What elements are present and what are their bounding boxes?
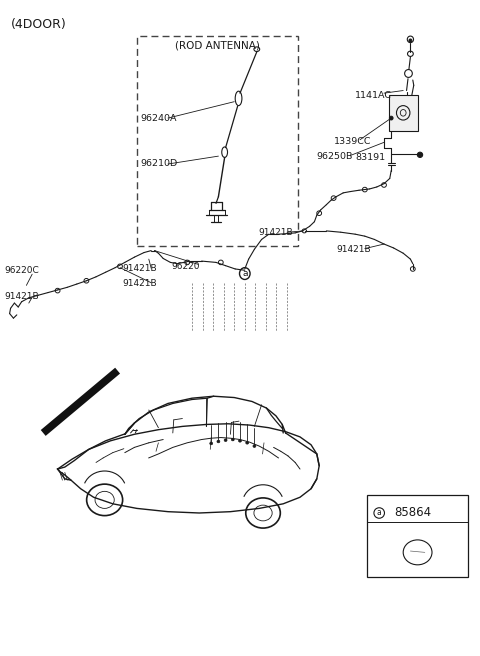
Text: 91421B: 91421B [258,228,293,237]
Bar [389,95,418,131]
Ellipse shape [231,438,234,441]
Text: 1339CC: 1339CC [334,136,371,146]
Ellipse shape [409,39,412,42]
Ellipse shape [246,441,249,444]
Text: 96220: 96220 [172,262,200,272]
Text: 83191: 83191 [355,153,385,162]
Text: 85864: 85864 [395,506,432,520]
Text: a: a [377,508,382,518]
Ellipse shape [217,440,220,443]
Ellipse shape [389,116,393,120]
Text: 96210D: 96210D [140,159,178,169]
Bar [367,495,468,577]
Text: 1141AC: 1141AC [355,91,392,100]
Ellipse shape [210,442,213,445]
Text: (4DOOR): (4DOOR) [11,18,66,31]
Ellipse shape [239,440,241,442]
Text: 91421B: 91421B [5,292,39,301]
Text: a: a [242,269,248,278]
Text: 91421B: 91421B [122,279,157,288]
Text: (ROD ANTENNA): (ROD ANTENNA) [175,41,260,51]
Ellipse shape [418,152,422,157]
Text: 96250B: 96250B [317,152,353,161]
Text: 91421B: 91421B [122,264,157,274]
Text: 91421B: 91421B [336,245,371,254]
Ellipse shape [253,445,256,447]
Text: 96240A: 96240A [140,113,177,123]
Text: 96220C: 96220C [5,266,39,275]
Ellipse shape [224,439,227,441]
